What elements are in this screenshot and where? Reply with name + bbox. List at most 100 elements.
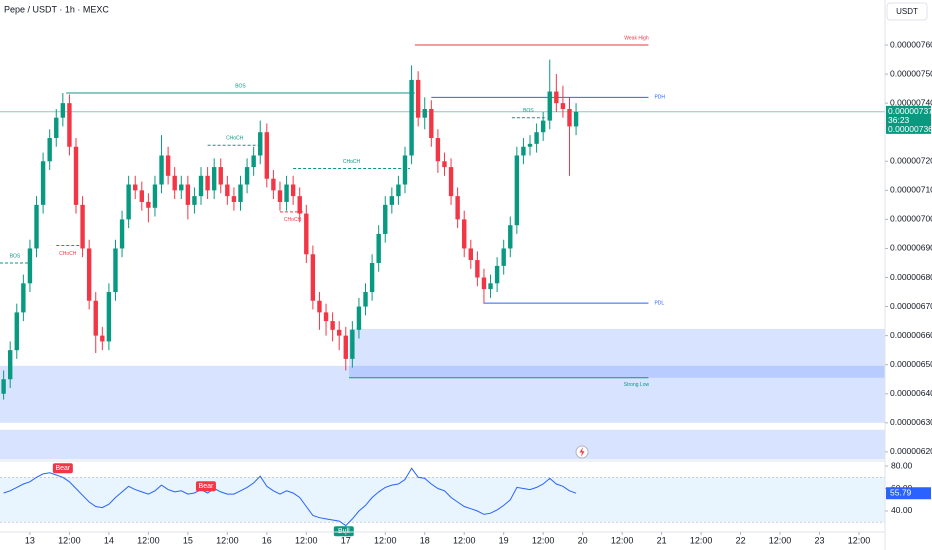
candle-body (21, 283, 26, 313)
candle-body (258, 132, 263, 156)
candle-body (383, 204, 388, 234)
candle-body (514, 155, 520, 226)
candle-body (146, 201, 151, 208)
x-tick-label: 14 (104, 535, 114, 545)
candle-body (139, 190, 144, 202)
countdown-label: 36:23 (888, 115, 910, 125)
second-price-label: 0.00000736 (888, 124, 932, 134)
chart-title: Pepe / USDT · 1h · MEXC (4, 4, 109, 14)
candle-body (100, 335, 105, 342)
candle-body (435, 138, 441, 162)
icon-bolt[interactable] (579, 447, 585, 457)
currency-button[interactable] (886, 2, 928, 21)
rsi-tick-label: 40.00 (891, 505, 913, 515)
candle-body (231, 196, 237, 202)
x-tick-label: 12:00 (690, 535, 713, 545)
candle-body (198, 175, 204, 197)
candle-body (481, 277, 487, 290)
candle-body (567, 108, 572, 127)
x-tick-label: 20 (578, 535, 588, 545)
y-tick-label: 0.00000720 (890, 156, 932, 166)
y-tick-label: 0.00000740 (890, 97, 932, 107)
candle-body (415, 79, 421, 118)
candle-body (290, 184, 296, 197)
candle-body (442, 161, 447, 168)
signal-label: Bear (55, 465, 70, 472)
rsi-value-tag (886, 487, 931, 500)
y-tick-label: 0.00000680 (890, 272, 932, 282)
candle-body (113, 248, 118, 293)
candle-body (93, 300, 98, 336)
zone (0, 365, 885, 423)
candle-body (205, 175, 210, 191)
candle-body (376, 233, 381, 263)
candle-body (369, 262, 375, 293)
rsi-value-label: 55.79 (890, 487, 912, 497)
x-tick-label: 17 (341, 535, 351, 545)
candle-body (448, 167, 454, 197)
y-tick-label: 0.00000700 (890, 214, 932, 224)
candle-body (165, 155, 171, 176)
candle-body (323, 312, 329, 322)
candle-body (244, 167, 250, 185)
level-label: CHoCH (226, 136, 244, 142)
candle-body (330, 321, 335, 330)
candle-body (277, 190, 283, 202)
candle-body (284, 184, 289, 202)
candle-body (356, 306, 362, 330)
signal-tag (333, 526, 354, 537)
zone (0, 429, 885, 460)
candle-body (172, 175, 177, 191)
candle-body (343, 335, 348, 359)
candle-body (508, 225, 513, 249)
candle-body (271, 178, 276, 191)
candle-body (534, 132, 539, 144)
candle-body (40, 161, 46, 205)
y-tick-label: 0.00000620 (890, 446, 932, 456)
candle-body (363, 292, 368, 307)
last-price-tag (886, 105, 931, 134)
x-tick-label: 12:00 (848, 535, 871, 545)
candle-body (554, 91, 559, 104)
signal-label: Bear (199, 483, 214, 490)
candle-body (264, 132, 270, 179)
candle-body (429, 108, 434, 139)
x-tick-label: 12:00 (374, 535, 397, 545)
candle-body (501, 248, 506, 266)
candle-body (73, 146, 79, 205)
currency-label[interactable]: USDT (896, 7, 918, 16)
candle-body (527, 143, 533, 147)
x-tick-label: 22 (736, 535, 746, 545)
candle-body (573, 111, 579, 127)
candle-body (225, 184, 230, 197)
candle-body (494, 265, 500, 284)
candle-body (1, 379, 6, 394)
candle-body (475, 260, 480, 278)
x-tick-label: 19 (499, 535, 509, 545)
candle-body (462, 219, 467, 249)
candle-body (126, 184, 131, 220)
rsi-line (3, 467, 577, 527)
candle-body (106, 292, 112, 342)
zones-layer (0, 328, 885, 523)
candle-body (119, 219, 125, 249)
candle-body (133, 184, 138, 191)
x-tick-label: 12:00 (532, 535, 555, 545)
lightning-icon[interactable] (575, 445, 589, 459)
x-tick-label: 21 (657, 535, 667, 545)
x-tick-label: 16 (262, 535, 272, 545)
rsi-band (0, 477, 885, 523)
candle-body (60, 103, 66, 118)
level-label: CHoCH (59, 251, 77, 257)
level-label: PDH (654, 95, 665, 101)
level-label: PDL (654, 300, 664, 306)
candle-body (540, 120, 546, 133)
candle-body (251, 155, 256, 168)
y-tick-label: 0.00000760 (890, 39, 932, 49)
x-tick-label: 23 (815, 535, 825, 545)
x-tick-label: 12:00 (137, 535, 160, 545)
candle-body (488, 283, 493, 290)
level-label: CHoCH (284, 217, 302, 223)
candle-body (67, 103, 72, 147)
